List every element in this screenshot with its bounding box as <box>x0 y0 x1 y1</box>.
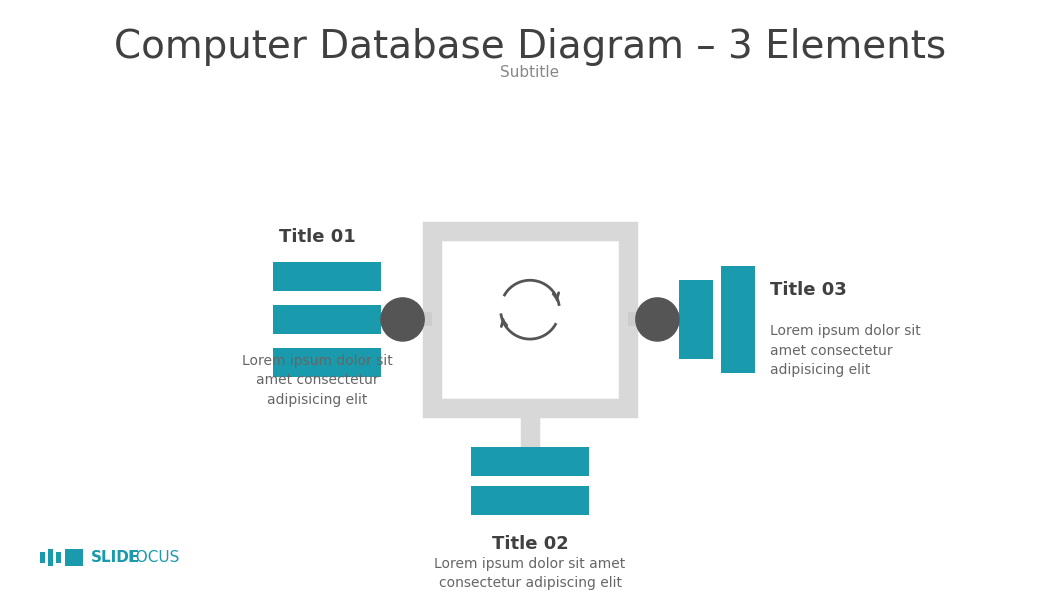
FancyBboxPatch shape <box>721 266 756 373</box>
FancyBboxPatch shape <box>432 231 628 408</box>
Text: Computer Database Diagram – 3 Elements: Computer Database Diagram – 3 Elements <box>113 28 947 66</box>
Circle shape <box>381 298 424 341</box>
FancyBboxPatch shape <box>273 348 381 377</box>
Text: FOCUS: FOCUS <box>127 550 179 565</box>
FancyBboxPatch shape <box>56 552 60 563</box>
FancyBboxPatch shape <box>66 549 83 566</box>
Text: Title 01: Title 01 <box>279 228 356 246</box>
FancyBboxPatch shape <box>273 262 381 291</box>
FancyBboxPatch shape <box>472 486 588 516</box>
Text: SLIDE: SLIDE <box>91 550 140 565</box>
FancyBboxPatch shape <box>48 549 53 566</box>
FancyBboxPatch shape <box>40 552 45 563</box>
Text: Lorem ipsum dolor sit
amet consectetur
adipisicing elit: Lorem ipsum dolor sit amet consectetur a… <box>771 324 921 377</box>
Text: Title 03: Title 03 <box>771 281 847 299</box>
FancyBboxPatch shape <box>273 305 381 334</box>
Text: Subtitle: Subtitle <box>500 65 560 80</box>
FancyBboxPatch shape <box>679 280 713 359</box>
Text: Lorem ipsum dolor sit amet
consectetur adipiscing elit: Lorem ipsum dolor sit amet consectetur a… <box>435 557 625 590</box>
Text: Lorem ipsum dolor sit
amet consectetur
adipisicing elit: Lorem ipsum dolor sit amet consectetur a… <box>242 354 392 406</box>
FancyBboxPatch shape <box>472 447 588 476</box>
Text: Title 02: Title 02 <box>492 535 568 553</box>
Circle shape <box>636 298 679 341</box>
